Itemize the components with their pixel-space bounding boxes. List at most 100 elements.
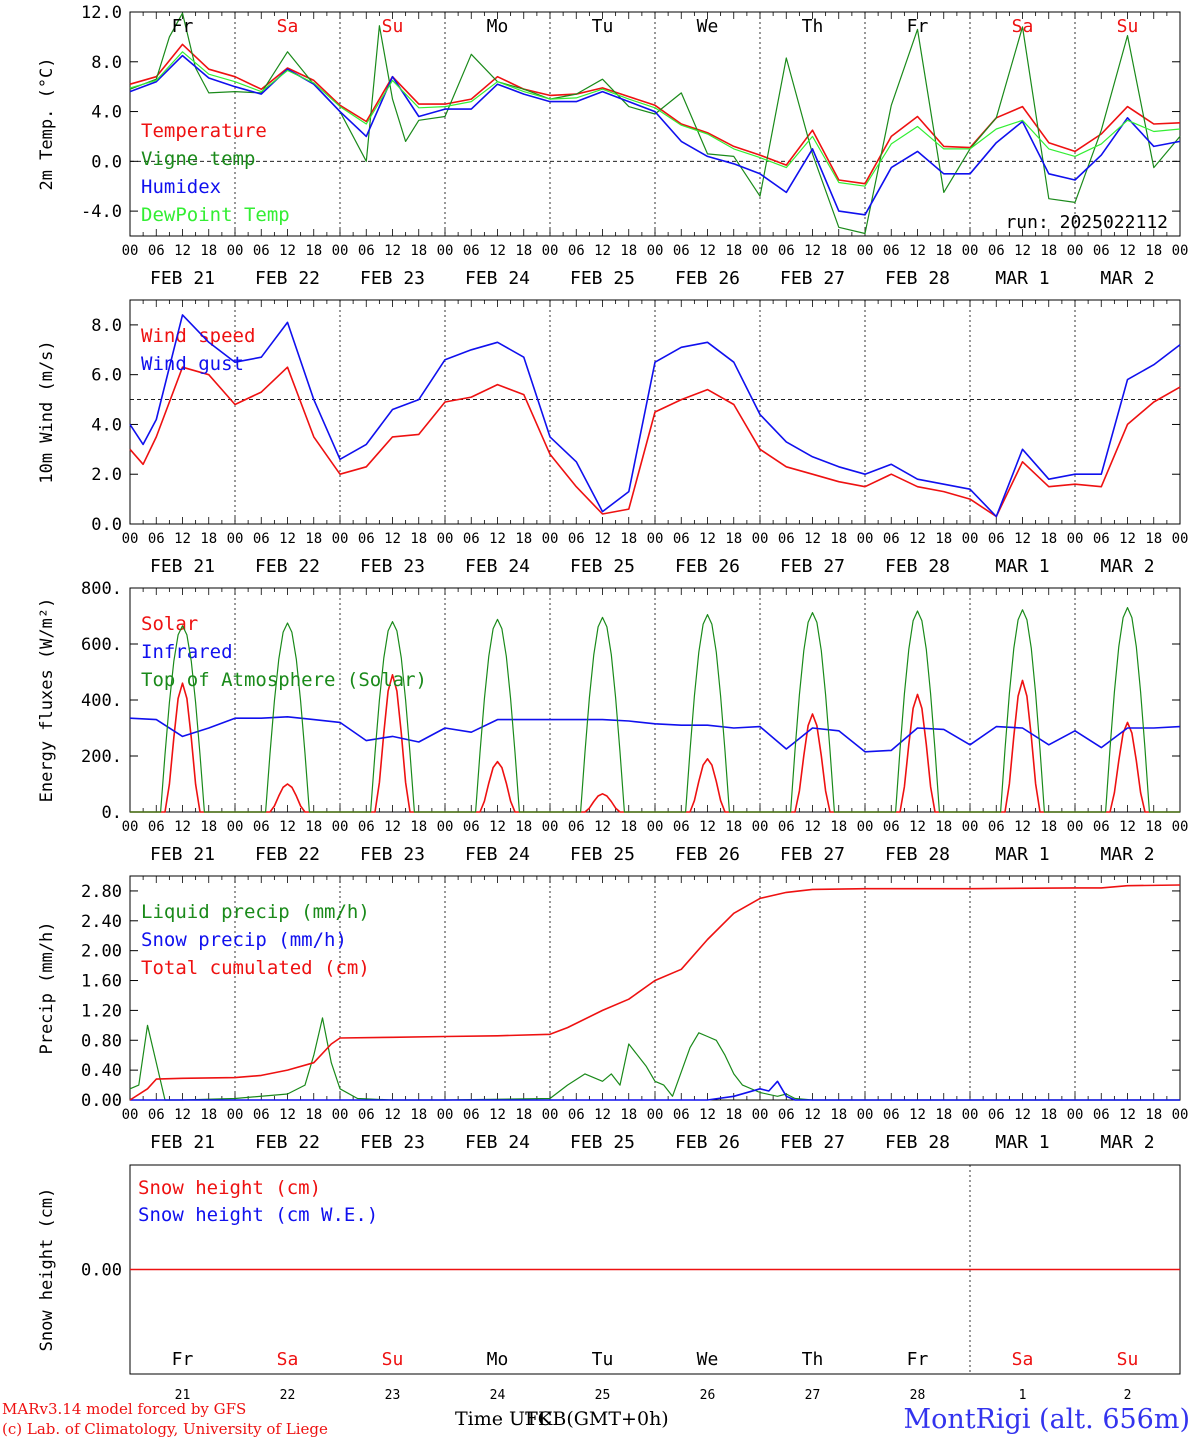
- y-tick-label: 800.: [81, 579, 122, 599]
- x-hour-label: 12: [384, 819, 401, 835]
- legend-entry: Wind speed: [141, 325, 255, 347]
- x-hour-label: 12: [804, 1107, 821, 1123]
- x-hour-label: 06: [778, 819, 795, 835]
- day-number-label: 2: [1124, 1388, 1132, 1403]
- y-tick-label: 200.: [81, 747, 122, 767]
- x-hour-label: 12: [384, 1107, 401, 1123]
- x-hour-label: 18: [725, 243, 742, 259]
- y-tick-label: 400.: [81, 691, 122, 711]
- x-hour-label: 18: [305, 819, 322, 835]
- weekday-label: We: [697, 16, 719, 37]
- x-hour-label: 18: [515, 243, 532, 259]
- x-hour-label: 06: [1093, 1107, 1110, 1123]
- x-hour-label: 18: [515, 531, 532, 547]
- x-hour-label: 18: [620, 243, 637, 259]
- x-hour-label: 06: [988, 1107, 1005, 1123]
- x-hour-label: 06: [568, 531, 585, 547]
- x-date-label: FEB 28: [885, 844, 950, 865]
- x-date-label: FEB 24: [465, 268, 530, 289]
- x-hour-label: 12: [384, 531, 401, 547]
- y-tick-label: 2.0: [91, 465, 122, 485]
- x-hour-label: 12: [279, 243, 296, 259]
- x-hour-label: 12: [1014, 819, 1031, 835]
- y-tick-label: 8.0: [91, 316, 122, 336]
- x-hour-label: 06: [358, 1107, 375, 1123]
- x-date-label: FEB 26: [675, 844, 740, 865]
- x-hour-label: 00: [647, 1107, 664, 1123]
- x-hour-label: 00: [962, 819, 979, 835]
- x-hour-label: 18: [200, 819, 217, 835]
- x-hour-label: 00: [1067, 243, 1084, 259]
- y-tick-label: 1.20: [81, 1001, 122, 1021]
- x-hour-label: 00: [227, 531, 244, 547]
- footer-model: MARv3.14 model forced by GFS: [2, 1400, 246, 1418]
- x-hour-label: 18: [1040, 1107, 1057, 1123]
- x-hour-label: 00: [962, 531, 979, 547]
- x-hour-label: 12: [489, 243, 506, 259]
- x-date-label: FEB 21: [150, 556, 215, 577]
- x-hour-label: 06: [1093, 819, 1110, 835]
- x-hour-label: 12: [804, 819, 821, 835]
- day-number-label: 25: [595, 1388, 611, 1403]
- x-hour-label: 06: [673, 1107, 690, 1123]
- x-hour-label: 06: [778, 243, 795, 259]
- y-tick-label: 12.0: [81, 3, 122, 23]
- x-hour-label: 00: [542, 243, 559, 259]
- x-hour-label: 12: [594, 531, 611, 547]
- x-hour-label: 00: [857, 1107, 874, 1123]
- weekday-label: Mo: [487, 1349, 509, 1370]
- legend-entry: Top of Atmosphere (Solar): [141, 669, 427, 691]
- x-date-label: FEB 26: [675, 268, 740, 289]
- y-tick-label: 0.00: [81, 1091, 122, 1111]
- x-hour-label: 06: [358, 531, 375, 547]
- x-hour-label: 00: [752, 531, 769, 547]
- x-hour-label: 00: [1067, 819, 1084, 835]
- x-hour-label: 00: [857, 243, 874, 259]
- x-hour-label: 12: [279, 1107, 296, 1123]
- weekday-label: Sa: [277, 1349, 299, 1370]
- x-hour-label: 00: [962, 1107, 979, 1123]
- x-hour-label: 00: [542, 819, 559, 835]
- x-date-label: FEB 26: [675, 556, 740, 577]
- x-hour-label: 00: [752, 243, 769, 259]
- x-hour-label: 00: [227, 243, 244, 259]
- y-tick-label: 2.00: [81, 942, 122, 962]
- legend-entry: Snow height (cm W.E.): [138, 1204, 378, 1226]
- weekday-label: Fr: [907, 16, 929, 37]
- y-tick-label: -4.0: [81, 202, 122, 222]
- x-hour-label: 06: [883, 1107, 900, 1123]
- x-hour-label: 00: [332, 819, 349, 835]
- x-date-label: FEB 26: [675, 1132, 740, 1153]
- x-hour-label: 12: [489, 1107, 506, 1123]
- x-hour-label: 18: [830, 531, 847, 547]
- x-hour-label: 18: [725, 531, 742, 547]
- weekday-label: Sa: [1012, 1349, 1034, 1370]
- x-hour-label: 18: [935, 243, 952, 259]
- x-date-label: FEB 28: [885, 1132, 950, 1153]
- x-hour-label: 18: [410, 531, 427, 547]
- x-hour-label: 06: [148, 819, 165, 835]
- x-hour-label: 18: [1145, 819, 1162, 835]
- time-axis-label-a: Time UTC: [455, 1408, 552, 1430]
- x-hour-label: 18: [1040, 243, 1057, 259]
- x-hour-label: 18: [200, 1107, 217, 1123]
- x-hour-label: 06: [253, 1107, 270, 1123]
- day-number-label: 1: [1019, 1388, 1027, 1403]
- x-hour-label: 18: [200, 243, 217, 259]
- y-axis-label: Snow height (cm): [37, 1188, 57, 1352]
- y-axis-label: Energy fluxes (W/m²): [37, 598, 57, 803]
- legend-entry: Liquid precip (mm/h): [141, 901, 370, 923]
- x-hour-label: 12: [1014, 531, 1031, 547]
- series-line-temperature: [129, 43, 1181, 185]
- x-hour-label: 12: [699, 243, 716, 259]
- x-hour-label: 12: [1119, 531, 1136, 547]
- series-line-vigne-temp: [129, 12, 1181, 235]
- weekday-label: Su: [1117, 16, 1139, 37]
- x-date-label: FEB 24: [465, 1132, 530, 1153]
- x-date-label: FEB 27: [780, 844, 845, 865]
- x-date-label: FEB 24: [465, 844, 530, 865]
- series-line-dewpoint-temp: [129, 51, 1181, 187]
- legend-entry: Snow height (cm): [138, 1177, 321, 1199]
- x-hour-label: 06: [463, 1107, 480, 1123]
- x-date-label: FEB 21: [150, 268, 215, 289]
